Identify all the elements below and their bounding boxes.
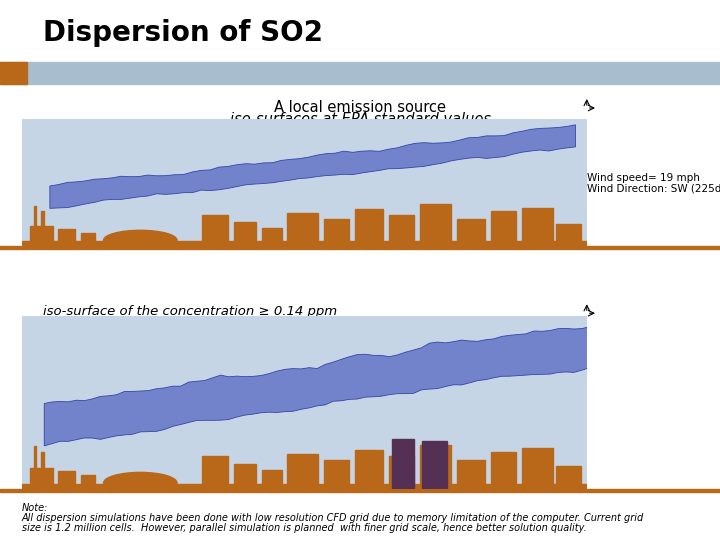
Bar [22,241,587,246]
Bar [324,219,349,246]
Bar [522,207,553,246]
Bar [287,213,318,246]
Bar [41,211,44,246]
Ellipse shape [104,230,177,250]
Bar [233,464,256,489]
Bar [34,447,36,489]
Bar [389,215,415,246]
Bar [30,226,53,246]
Bar [41,452,44,489]
Bar [202,456,228,489]
Bar [81,475,95,489]
Bar [202,215,228,246]
Text: iso-surface of the concentration ≥ 0.14 ppm: iso-surface of the concentration ≥ 0.14 … [43,305,338,318]
Bar [0,62,720,84]
Text: Wind speed= 19 mph: Wind speed= 19 mph [587,173,700,183]
Text: iso-surface of the concentration ≥ 0.5 ppm: iso-surface of the concentration ≥ 0.5 p… [43,127,329,140]
Bar [456,460,485,489]
Text: iso-surfaces at EPA standard values: iso-surfaces at EPA standard values [230,112,490,127]
Bar [456,219,485,246]
Text: A local emission source: A local emission source [274,100,446,115]
Bar [392,439,415,489]
Bar [262,227,282,246]
Bar [81,233,95,246]
Bar [324,460,349,489]
Bar [0,246,720,249]
Bar [491,211,516,246]
Bar [422,441,447,489]
Bar [262,469,282,489]
Text: Dispersion of SO2: Dispersion of SO2 [43,19,323,47]
Bar [389,456,415,489]
Bar [0,62,27,84]
Text: Wind Direction: SW (225deg): Wind Direction: SW (225deg) [587,184,720,194]
Bar [556,465,581,489]
Text: size is 1.2 million cells.  However, parallel simulation is planned  with finer : size is 1.2 million cells. However, para… [22,523,586,533]
Bar [522,448,553,489]
Bar [58,471,76,489]
Bar [233,222,256,246]
Bar [22,484,587,489]
Text: All dispersion simulations have been done with low resolution CFD grid due to me: All dispersion simulations have been don… [22,513,644,523]
Polygon shape [44,324,598,446]
Bar [30,468,53,489]
Text: Note:: Note: [22,503,48,514]
Bar [355,450,383,489]
Bar [287,454,318,489]
Bar [556,224,581,246]
Bar [420,204,451,246]
Bar [34,206,36,246]
Ellipse shape [104,472,177,494]
Polygon shape [50,125,575,208]
Bar [491,452,516,489]
Bar [355,210,383,246]
Bar [0,489,720,492]
Bar [420,444,451,489]
Bar [58,230,76,246]
